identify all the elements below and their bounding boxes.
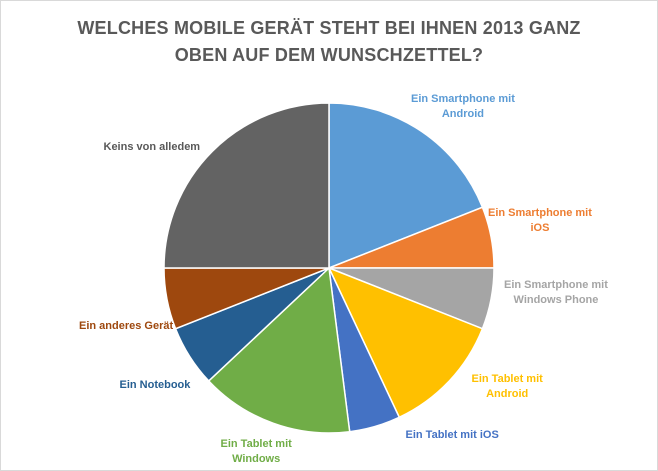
- pie-slice: [207, 266, 351, 434]
- slice-label: Ein anderes Gerät: [79, 319, 173, 334]
- slice-label-line: Ein Tablet mit: [220, 438, 292, 450]
- slice-label: Ein Notebook: [120, 378, 191, 393]
- slice-label-line: Ein Tablet mit: [471, 373, 543, 385]
- chart-title-line-2: OBEN AUF DEM WUNSCHZETTEL?: [174, 45, 484, 65]
- slice-label-line: Ein Smartphone mit: [411, 93, 515, 105]
- slice-label-line: iOS: [530, 222, 550, 234]
- slice-label: Keins von alledem: [104, 140, 201, 155]
- slice-label: Ein Tablet mit iOS: [406, 428, 499, 443]
- slice-label-line: Ein anderes Gerät: [79, 319, 174, 332]
- chart-title: WELCHES MOBILE GERÄT STEHT BEI IHNEN 201…: [0, 15, 658, 69]
- slice-label-line: Windows: [232, 453, 281, 465]
- slice-label: Ein Smartphone mit iOS: [488, 206, 592, 236]
- pie-slice: [328, 102, 484, 270]
- slice-label-line: Android: [486, 388, 529, 400]
- chart-title-line-1: WELCHES MOBILE GERÄT STEHT BEI IHNEN 201…: [77, 18, 581, 38]
- pie-slice: [163, 102, 330, 269]
- slice-label-line: Ein Smartphone mit: [504, 279, 608, 291]
- slice-label-line: Ein Smartphone mit: [488, 207, 592, 219]
- slice-label: Ein Smartphone mit Windows Phone: [504, 278, 608, 308]
- slice-label-line: Ein Tablet mit iOS: [405, 428, 499, 441]
- slice-label: Ein Tablet mit Android: [472, 372, 543, 402]
- slice-label-line: Android: [441, 108, 485, 120]
- slice-label: Ein Smartphone mit Android: [411, 92, 515, 122]
- slice-label-line: Ein Notebook: [119, 378, 191, 391]
- slice-label: Ein Tablet mit Windows: [221, 437, 292, 467]
- slice-label-line: Windows Phone: [513, 294, 599, 306]
- slice-label-line: Keins von alledem: [103, 140, 201, 153]
- pie-slice: [327, 266, 484, 419]
